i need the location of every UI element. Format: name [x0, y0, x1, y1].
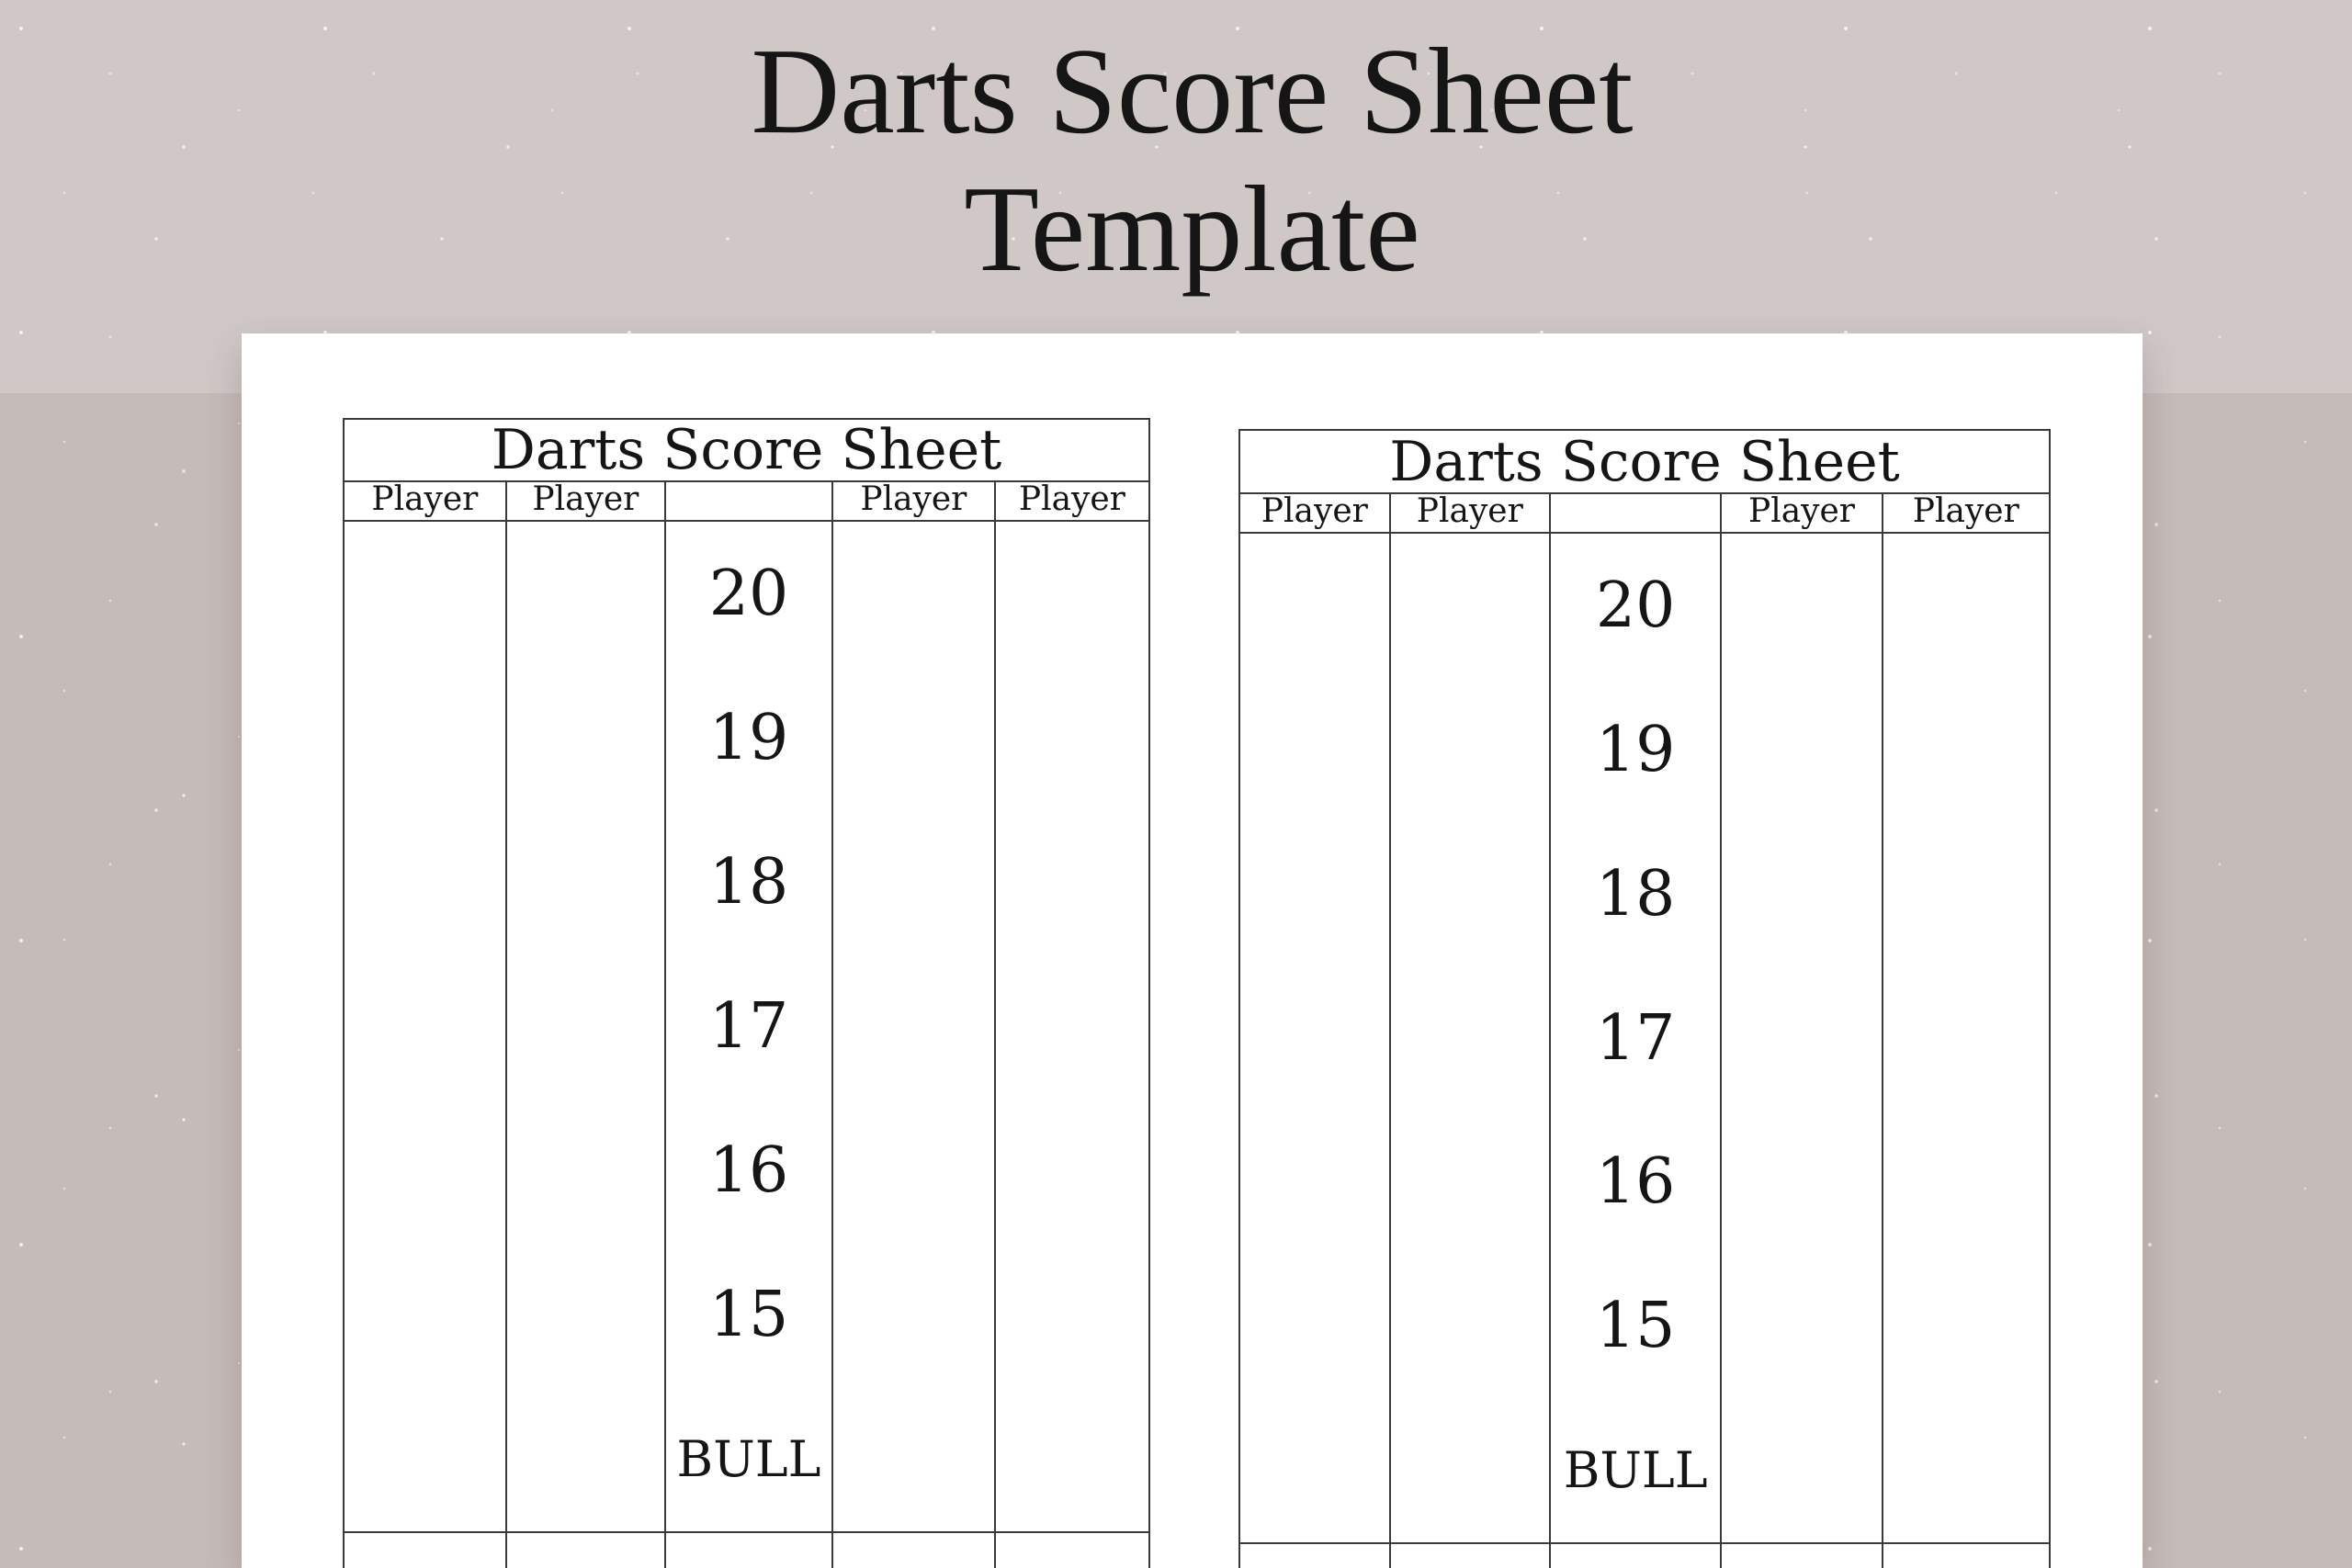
target-label: 18: [1595, 857, 1676, 931]
page-title-line2: Template: [964, 161, 1420, 298]
extra-cell: [1722, 1544, 1883, 1568]
target-label-bull: BULL: [1563, 1441, 1708, 1500]
player-column-header: Player: [1018, 482, 1125, 518]
extra-cell: [507, 1533, 666, 1568]
score-sheet-right: Darts Score Sheet Player Player Player P…: [1238, 429, 2051, 1568]
target-numbers-column: 20 19 18 17 16 15 BULL: [666, 522, 833, 1531]
extra-cell: [666, 1533, 833, 1568]
target-label: 16: [1595, 1145, 1676, 1219]
player-column-header: Player: [833, 482, 996, 520]
extra-cell: [996, 1533, 1148, 1568]
sheet-title: Darts Score Sheet: [345, 418, 1148, 482]
score-column: [1240, 534, 1391, 1542]
player-column-header: Player: [1722, 494, 1883, 532]
player-header-row: Player Player Player Player: [345, 482, 1148, 522]
target-label: 20: [1595, 569, 1676, 642]
target-numbers-column: 20 19 18 17 16 15 BULL: [1551, 534, 1723, 1542]
target-label: 20: [708, 558, 789, 630]
target-label-bull: BULL: [676, 1430, 821, 1488]
target-label: 18: [708, 846, 789, 919]
target-label: 16: [708, 1134, 789, 1207]
page-title-line1: Darts Score Sheet: [751, 23, 1634, 159]
player-column-header: Player: [1240, 494, 1391, 532]
target-label: 19: [1595, 713, 1676, 786]
extra-cell: [1551, 1544, 1723, 1568]
target-label: 15: [1595, 1290, 1676, 1363]
extra-cell: [833, 1533, 996, 1568]
score-body-row: 20 19 18 17 16 15 BULL: [1240, 534, 2049, 1544]
player-column-header: Player: [1912, 494, 2019, 530]
score-body-row: 20 19 18 17 16 15 BULL: [345, 522, 1148, 1533]
target-label: 17: [1595, 1001, 1676, 1075]
player-column-header: Player: [1391, 494, 1551, 532]
score-column: [1883, 534, 2049, 1542]
score-column: [833, 522, 996, 1531]
extra-cell: [1883, 1544, 2049, 1568]
score-column: [345, 522, 507, 1531]
extra-cell: [345, 1533, 507, 1568]
player-column-header: Player: [345, 482, 507, 520]
extra-cell: [1240, 1544, 1391, 1568]
page-title: Darts Score Sheet Template: [242, 22, 2143, 298]
target-column-header: [1551, 494, 1723, 532]
player-column-header: Player: [507, 482, 666, 520]
extra-cell: [1391, 1544, 1551, 1568]
target-column-header: [666, 482, 833, 520]
extra-row: [1240, 1544, 2049, 1568]
player-header-row: Player Player Player Player: [1240, 494, 2049, 534]
score-column: [507, 522, 666, 1531]
score-column: [1722, 534, 1883, 1542]
score-column: [1391, 534, 1551, 1542]
extra-row: [345, 1533, 1148, 1568]
target-label: 15: [708, 1279, 789, 1351]
target-label: 19: [708, 702, 789, 774]
score-column: [996, 522, 1148, 1531]
target-label: 17: [708, 990, 789, 1063]
sheet-title: Darts Score Sheet: [1240, 430, 2049, 494]
score-sheet-left: Darts Score Sheet Player Player Player P…: [343, 418, 1150, 1568]
